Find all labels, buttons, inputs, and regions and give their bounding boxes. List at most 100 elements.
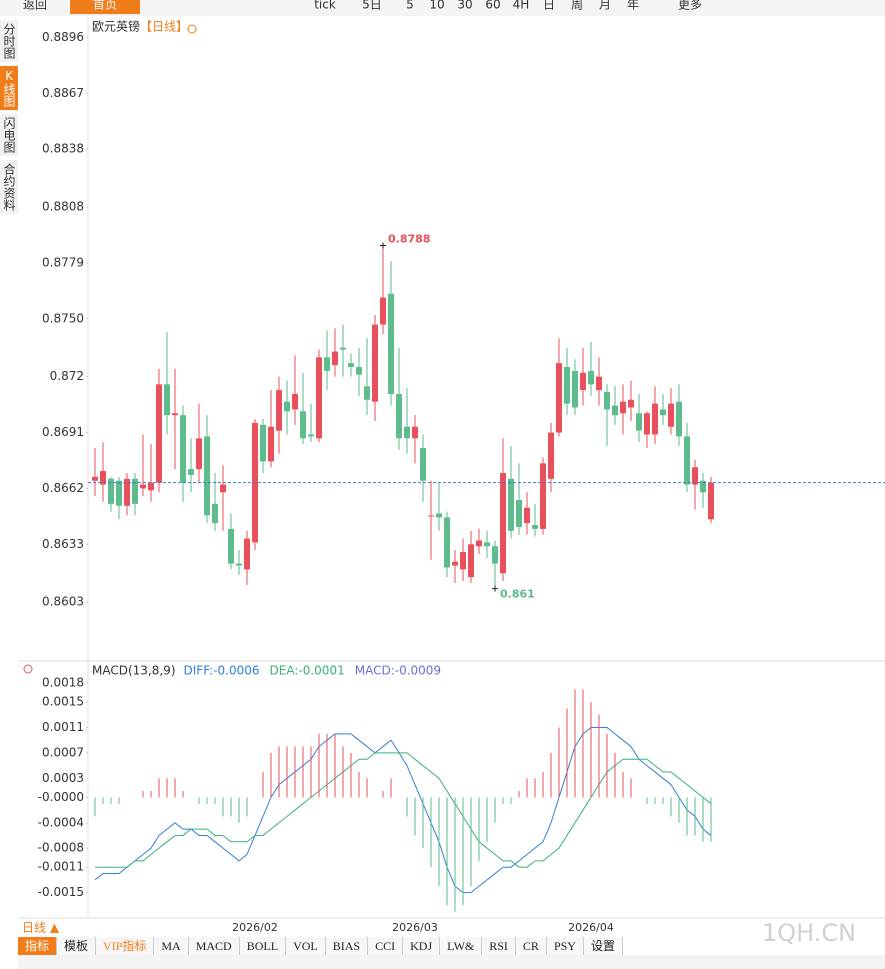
candle-body <box>380 297 386 325</box>
period-label[interactable]: 日线 ▲ <box>22 921 60 935</box>
candle-body <box>612 405 618 416</box>
toolbar-item[interactable]: 周 <box>571 0 583 12</box>
candle-body <box>492 546 498 564</box>
candle-body <box>108 478 114 504</box>
candle-body <box>636 413 642 431</box>
bottom-tab[interactable]: CCI <box>368 937 404 955</box>
bottom-tab[interactable]: MACD <box>188 937 240 955</box>
candle-body <box>516 500 522 527</box>
y-tick-label: -0.0008 <box>38 841 84 855</box>
y-tick-label: 0.8603 <box>42 595 84 609</box>
candle-body <box>644 413 650 435</box>
candle-body <box>220 484 226 493</box>
candle-body <box>540 463 546 529</box>
side-tab[interactable]: 合约资料 <box>0 160 18 214</box>
bottom-tab[interactable]: BOLL <box>239 937 287 955</box>
bottom-tab[interactable]: BIAS <box>325 937 369 955</box>
candle-body <box>428 515 434 517</box>
side-tab[interactable]: 闪电图 <box>0 114 18 156</box>
legend-entry: DEA:-0.0001 <box>270 664 345 678</box>
bottom-tab[interactable]: 模板 <box>57 937 97 955</box>
toolbar-item[interactable]: 5日 <box>362 0 382 12</box>
toolbar-item[interactable]: 更多 <box>678 0 702 12</box>
annotation-label: 0.8788 <box>388 233 430 246</box>
candle-body <box>308 434 314 437</box>
candle-body <box>140 484 146 489</box>
candle-body <box>444 517 450 568</box>
candle-body <box>596 376 602 391</box>
y-tick-label: -0.0000 <box>38 790 84 804</box>
candle-body <box>404 426 410 439</box>
bottom-tab[interactable]: KDJ <box>403 937 441 955</box>
candle-body <box>100 471 106 485</box>
candle-body <box>276 390 282 431</box>
candle-body <box>660 409 666 416</box>
candle-body <box>204 436 210 516</box>
candle-body <box>172 413 178 416</box>
toolbar-item[interactable]: 年 <box>627 0 639 12</box>
toolbar-item[interactable]: 4H <box>513 0 530 12</box>
bottom-tab[interactable]: VOL <box>286 937 326 955</box>
candle-body <box>284 401 290 412</box>
bottom-tab[interactable]: MA <box>154 937 189 955</box>
toolbar-item[interactable]: 30 <box>457 0 472 12</box>
candle-body <box>132 478 138 504</box>
annotation-marker <box>380 242 386 249</box>
candle-body <box>340 347 346 350</box>
toolbar-item[interactable]: tick <box>314 0 336 12</box>
side-tab[interactable]: K线图 <box>0 66 18 110</box>
candle-body <box>468 544 474 578</box>
toolbar-item[interactable]: 首页 <box>93 0 117 12</box>
bottom-tab[interactable]: RSI <box>482 937 516 955</box>
toolbar-item[interactable]: 5 <box>406 0 414 12</box>
toolbar-item[interactable]: 月 <box>599 0 611 12</box>
candle-body <box>332 351 338 366</box>
y-tick-label: 0.8779 <box>42 255 84 269</box>
candle-body <box>396 393 402 439</box>
candle-body <box>452 561 458 566</box>
y-tick-label: -0.0004 <box>38 815 84 829</box>
candle-body <box>532 525 538 529</box>
candle-body <box>524 507 530 524</box>
bottom-tab[interactable]: 指标 <box>18 937 58 955</box>
y-tick-label: 0.8838 <box>42 142 84 156</box>
bottom-tab[interactable]: CR <box>515 937 547 955</box>
title-icon[interactable] <box>187 24 197 34</box>
side-tab[interactable]: 分时图 <box>0 20 18 62</box>
candle-body <box>292 393 298 410</box>
candle-body <box>156 384 162 483</box>
candle-body <box>356 366 362 375</box>
y-tick-label: 0.8662 <box>42 481 84 495</box>
candle-body <box>212 503 218 524</box>
candle-body <box>196 438 202 470</box>
toolbar-item[interactable]: 日 <box>543 0 555 12</box>
annotation-label: 0.861 <box>500 588 535 601</box>
toolbar-item[interactable]: 60 <box>485 0 500 12</box>
bottom-tab[interactable]: LW& <box>440 937 483 955</box>
candle-body <box>500 473 506 574</box>
macd-line <box>95 752 712 868</box>
candle-body <box>268 426 274 462</box>
candle-body <box>372 324 378 402</box>
candle-body <box>164 384 170 416</box>
home-button-bg[interactable] <box>70 0 140 14</box>
candle-body <box>484 542 490 547</box>
bottom-tab[interactable]: 设置 <box>583 937 623 955</box>
candle-body <box>676 401 682 437</box>
bottom-tab[interactable]: PSY <box>546 937 584 955</box>
candle-body <box>668 403 674 427</box>
y-tick-label: 0.0007 <box>42 745 84 759</box>
macd-settings-icon[interactable] <box>23 664 33 674</box>
candle-body <box>628 399 634 408</box>
y-tick-label: 0.8867 <box>42 86 84 100</box>
chart-title: 欧元英镑 <box>92 19 140 34</box>
legend-entry: MACD:-0.0009 <box>355 664 441 678</box>
candle-body <box>148 482 154 491</box>
bottom-tab[interactable]: VIP指标 <box>96 937 155 955</box>
toolbar-item[interactable]: 10 <box>429 0 444 12</box>
macd-title: MACD(13,8,9) <box>92 664 176 678</box>
candle-body <box>548 432 554 479</box>
toolbar-item[interactable]: 返回 <box>23 0 47 12</box>
